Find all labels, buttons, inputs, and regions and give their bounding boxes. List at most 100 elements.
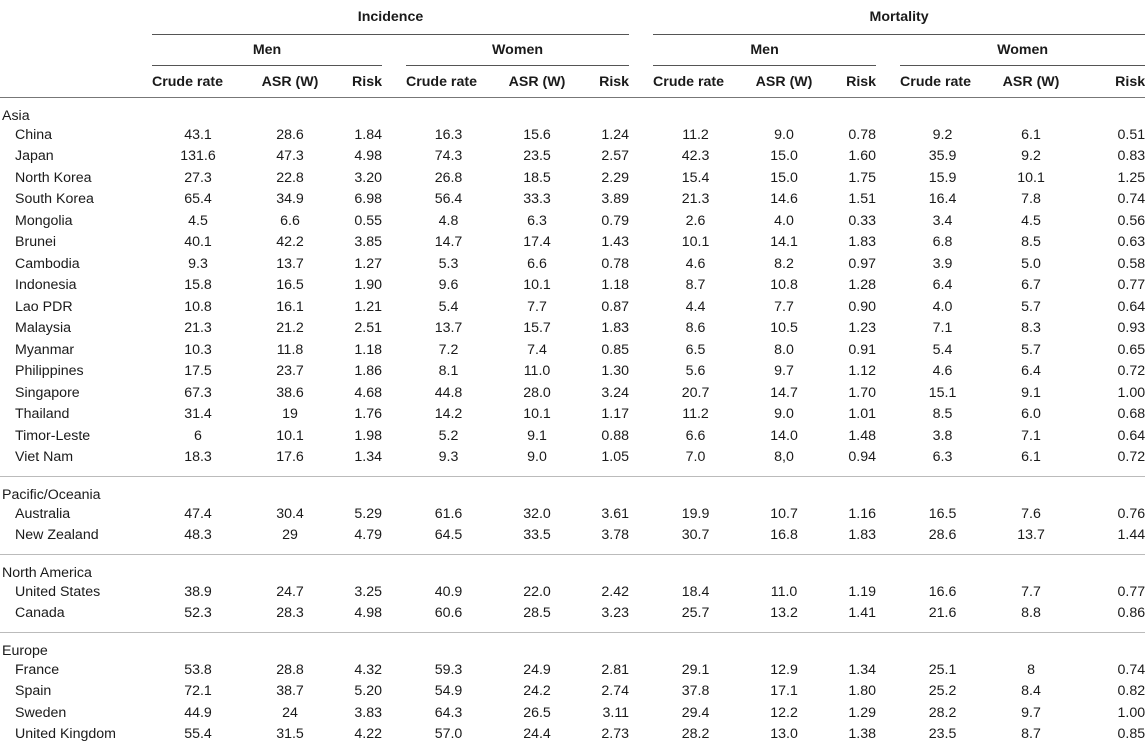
value-cell: 1.60: [848, 148, 877, 165]
value-cell: 2.57: [601, 148, 630, 165]
value-cell: 7.1: [932, 320, 953, 337]
value-cell: 17.6: [276, 449, 304, 466]
country-name: France: [15, 661, 60, 678]
value-cell: 9.0: [527, 449, 547, 466]
country-name: Singapore: [15, 384, 80, 401]
table-row: Australia 47.4 30.4 5.29 61.6 32.0 3.61 19.9 10.…: [0, 503, 1145, 525]
region-row: Asia: [0, 98, 1145, 124]
value-cell: 17.4: [523, 234, 551, 251]
value-cell: 14.2: [434, 406, 463, 423]
value-cell: 1.38: [848, 726, 877, 743]
country-name: Philippines: [15, 363, 84, 380]
value-cell: 3.8: [932, 427, 953, 444]
value-cell: 6.4: [932, 277, 953, 294]
country-name: North Korea: [15, 169, 92, 186]
value-cell: 40.9: [434, 583, 463, 600]
country-name: Thailand: [15, 406, 70, 423]
country-name: Mongolia: [15, 212, 73, 229]
value-cell: 7.7: [1021, 583, 1041, 600]
value-cell: 0.72: [1117, 449, 1145, 466]
value-cell: 0.56: [1117, 212, 1145, 229]
value-cell: 1.43: [601, 234, 630, 251]
value-cell: 0.74: [1117, 661, 1145, 678]
value-cell: 0.65: [1117, 341, 1145, 358]
table-row: France 53.8 28.8 4.32 59.3 24.9 2.81 29.1 12.9 1.…: [0, 659, 1145, 681]
value-cell: 38.7: [276, 683, 304, 700]
value-cell: 27.3: [184, 169, 212, 186]
value-cell: 21.2: [276, 320, 304, 337]
value-cell: 8.7: [685, 277, 706, 294]
value-cell: 26.8: [434, 169, 463, 186]
table-row: Sweden 44.9 24 3.83 64.3 26.5 3.11 29.4 12.2 1.29…: [0, 702, 1145, 724]
value-cell: 55.4: [184, 726, 212, 743]
value-cell: 1.24: [601, 126, 630, 143]
value-cell: 33.5: [523, 527, 551, 544]
value-cell: 1.18: [354, 341, 382, 358]
value-cell: 72.1: [184, 683, 212, 700]
value-cell: 9.2: [932, 126, 953, 143]
value-cell: 9.7: [1021, 704, 1041, 721]
incidence-men-header: Men: [152, 34, 382, 66]
country-name: Malaysia: [15, 320, 71, 337]
value-cell: 1.84: [354, 126, 382, 143]
value-cell: 9.3: [438, 449, 459, 466]
value-cell: 6.6: [280, 212, 300, 229]
value-cell: 1.00: [1117, 384, 1145, 401]
table-row: Thailand 31.4 19 1.76 14.2 10.1 1.17 11.2 9.0 1.0…: [0, 404, 1145, 426]
value-cell: 4.0: [932, 298, 953, 315]
value-cell: 5.6: [685, 363, 706, 380]
country-name: Lao PDR: [15, 298, 73, 315]
value-cell: 16.8: [770, 527, 798, 544]
value-cell: 8.4: [1021, 683, 1041, 700]
table-row: Philippines 17.5 23.7 1.86 8.1 11.0 1.30 5.6 9.7…: [0, 361, 1145, 383]
country-name: China: [15, 126, 53, 143]
region-label: Pacific/Oceania: [0, 476, 1145, 503]
value-cell: 0.93: [1117, 320, 1145, 337]
value-cell: 4.79: [354, 527, 382, 544]
value-cell: 8.0: [774, 341, 794, 358]
value-cell: 5.3: [438, 255, 459, 272]
value-cell: 28.8: [276, 661, 304, 678]
value-cell: 0.94: [848, 449, 877, 466]
region-row: Pacific/Oceania: [0, 476, 1145, 503]
value-cell: 3.4: [932, 212, 953, 229]
value-cell: 1.83: [848, 234, 877, 251]
value-cell: 2.51: [354, 320, 382, 337]
table-body: Asia China 43.1 28.6 1.84 16.3 15.6 1.24 11.2 9.0…: [0, 98, 1145, 746]
value-cell: 4.98: [354, 605, 382, 622]
value-cell: 64.3: [434, 704, 463, 721]
value-cell: 11.2: [682, 126, 709, 143]
value-cell: 7.8: [1021, 191, 1041, 208]
value-cell: 1.05: [601, 449, 630, 466]
table-row: Viet Nam 18.3 17.6 1.34 9.3 9.0 1.05 7.0 8,0 0.94…: [0, 447, 1145, 469]
value-cell: 9.2: [1021, 148, 1041, 165]
value-cell: 29.4: [681, 704, 710, 721]
value-cell: 1.19: [848, 583, 877, 600]
value-cell: 4.0: [774, 212, 794, 229]
table-row: Malaysia 21.3 21.2 2.51 13.7 15.7 1.83 8.6 10.5 1…: [0, 318, 1145, 340]
region-row: Europe: [0, 632, 1145, 659]
value-cell: 3.20: [354, 169, 382, 186]
value-cell: 0.78: [601, 255, 630, 272]
value-cell: 10.1: [523, 406, 551, 423]
group-spacer: [0, 624, 1145, 633]
value-cell: 1.01: [848, 406, 877, 423]
value-cell: 6.1: [1021, 126, 1041, 143]
value-cell: 14.7: [434, 234, 463, 251]
value-cell: 10.8: [770, 277, 798, 294]
mortality-header: Mortality: [653, 0, 1145, 35]
value-cell: 4.6: [685, 255, 706, 272]
value-cell: 40.1: [184, 234, 212, 251]
value-cell: 5.7: [1021, 341, 1041, 358]
value-cell: 11.0: [523, 363, 551, 380]
value-cell: 1.28: [848, 277, 877, 294]
value-cell: 15.7: [523, 320, 551, 337]
table-row: China 43.1 28.6 1.84 16.3 15.6 1.24 11.2 9.0 0.78…: [0, 124, 1145, 146]
value-cell: 4.5: [1021, 212, 1041, 229]
region-label: Asia: [2, 108, 30, 124]
value-cell: 1.16: [848, 505, 877, 522]
value-cell: 18.5: [523, 169, 551, 186]
value-cell: 8.7: [1021, 726, 1041, 743]
value-cell: 10.7: [770, 505, 798, 522]
value-cell: 67.3: [184, 384, 212, 401]
